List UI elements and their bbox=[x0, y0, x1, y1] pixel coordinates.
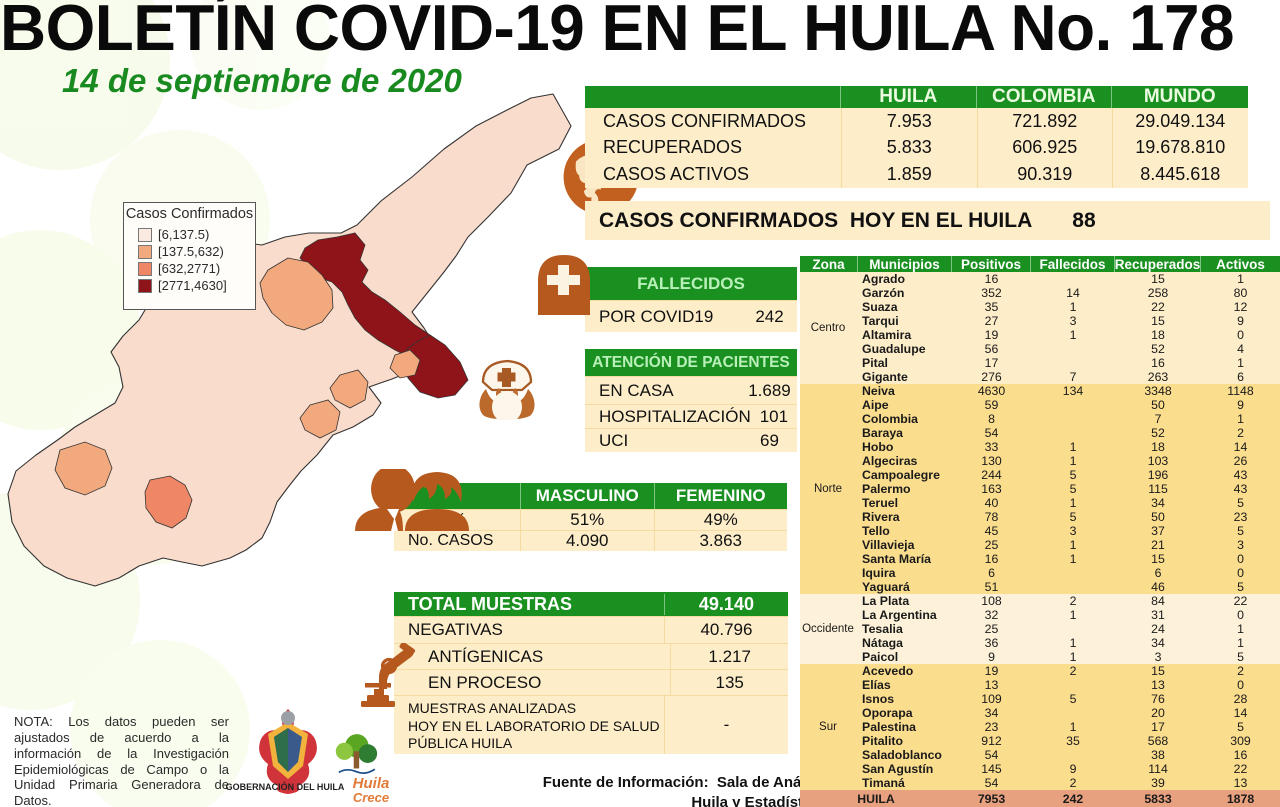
svg-text:GOBERNACIÓN DEL HUILA: GOBERNACIÓN DEL HUILA bbox=[226, 781, 345, 792]
svg-text:Crece: Crece bbox=[353, 790, 389, 805]
